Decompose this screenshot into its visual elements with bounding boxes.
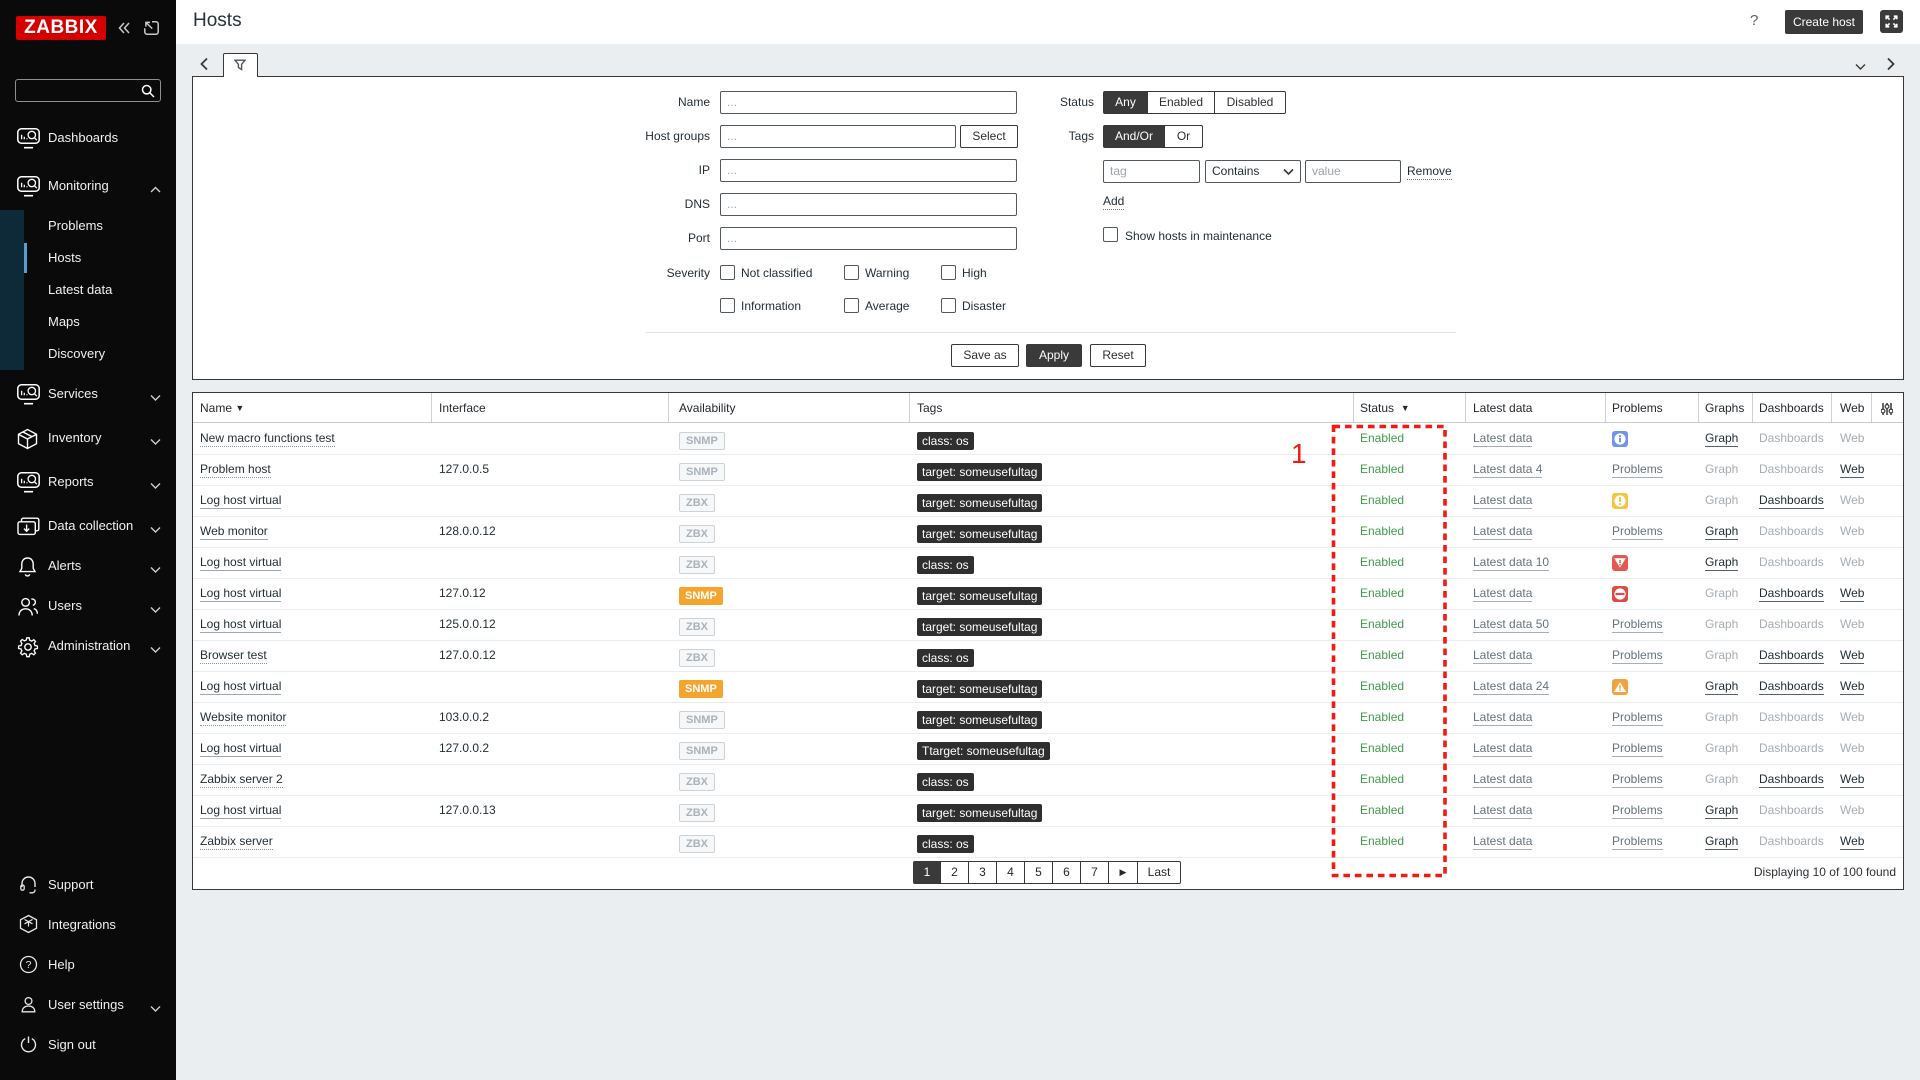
svg-text:?: ? bbox=[26, 959, 32, 971]
